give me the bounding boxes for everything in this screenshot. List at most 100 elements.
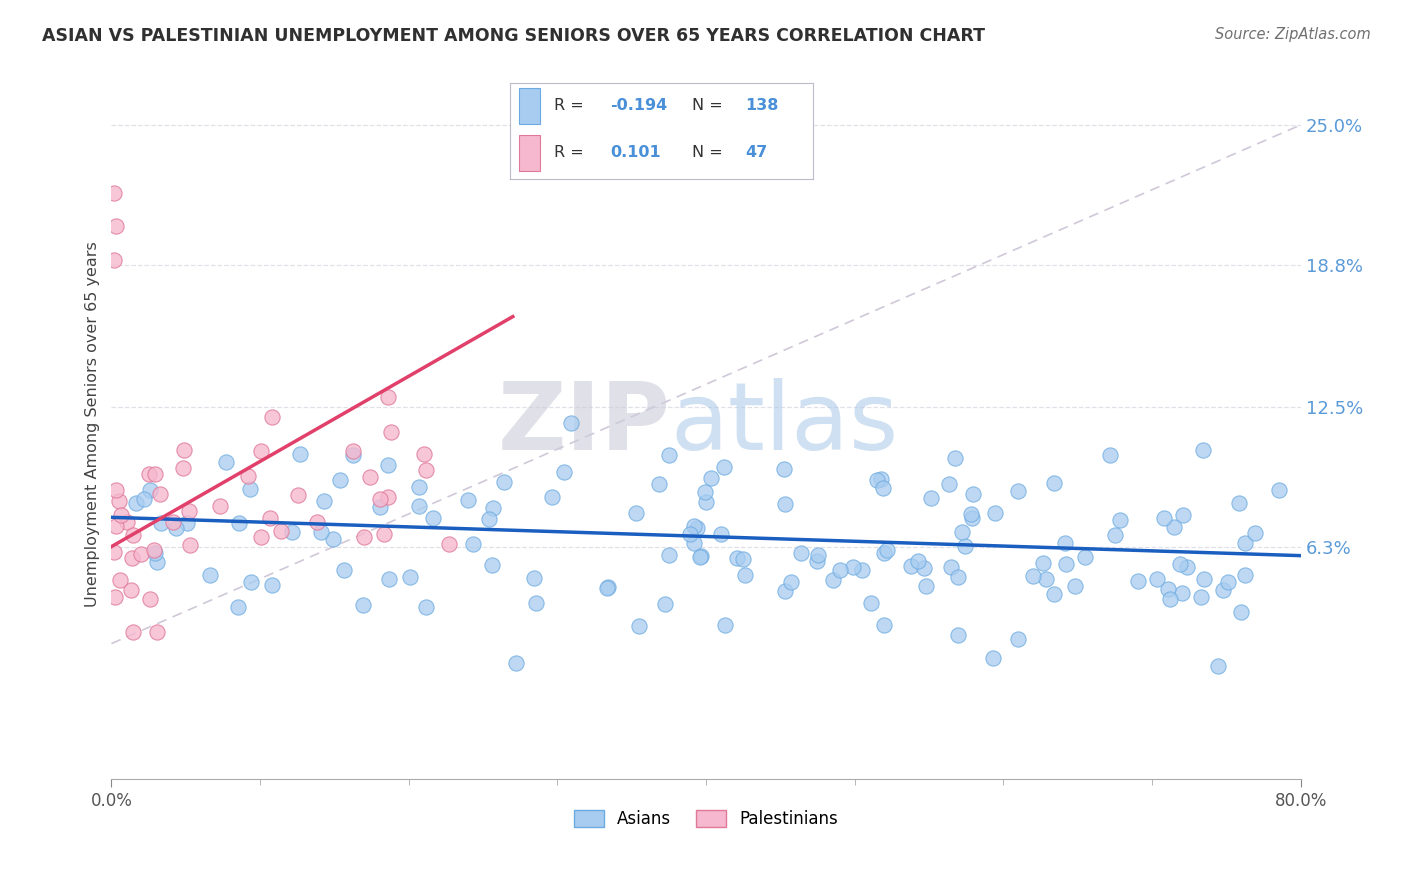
Point xyxy=(1126,574,1149,588)
Point xyxy=(179,538,201,552)
Point xyxy=(208,499,231,513)
Point xyxy=(679,527,702,541)
Point xyxy=(270,524,292,538)
Point xyxy=(914,579,936,593)
Point xyxy=(842,559,865,574)
Point xyxy=(773,461,796,475)
Point xyxy=(1043,475,1066,490)
Point xyxy=(689,549,711,563)
Point xyxy=(110,573,132,587)
Point xyxy=(1216,575,1239,590)
Point xyxy=(1159,592,1181,607)
Point xyxy=(377,390,399,404)
Point xyxy=(215,454,238,468)
Point xyxy=(415,463,437,477)
Text: Source: ZipAtlas.com: Source: ZipAtlas.com xyxy=(1215,27,1371,42)
Point xyxy=(1163,519,1185,533)
Point xyxy=(149,516,172,530)
Point xyxy=(290,447,312,461)
Point xyxy=(103,545,125,559)
Point xyxy=(353,531,375,545)
Point xyxy=(1032,556,1054,570)
Point xyxy=(689,550,711,565)
Point xyxy=(713,460,735,475)
Point xyxy=(103,253,125,268)
Point xyxy=(377,458,399,472)
Point xyxy=(1153,510,1175,524)
Point xyxy=(104,219,127,234)
Point xyxy=(775,497,797,511)
Point xyxy=(823,573,845,587)
Point xyxy=(307,515,329,529)
Point xyxy=(146,555,169,569)
Point xyxy=(228,516,250,531)
Point xyxy=(179,504,201,518)
Text: ZIP: ZIP xyxy=(498,377,671,470)
Point xyxy=(1054,557,1077,571)
Point xyxy=(139,591,162,606)
Point xyxy=(281,524,304,539)
Point xyxy=(138,467,160,482)
Point xyxy=(482,501,505,516)
Point xyxy=(162,516,184,530)
Point xyxy=(122,528,145,542)
Point xyxy=(239,482,262,496)
Text: ASIAN VS PALESTINIAN UNEMPLOYMENT AMONG SENIORS OVER 65 YEARS CORRELATION CHART: ASIAN VS PALESTINIAN UNEMPLOYMENT AMONG … xyxy=(42,27,986,45)
Point xyxy=(333,563,356,577)
Point xyxy=(1227,496,1250,510)
Point xyxy=(596,580,619,594)
Point xyxy=(524,596,547,610)
Point xyxy=(329,474,352,488)
Point xyxy=(342,448,364,462)
Point xyxy=(121,625,143,640)
Point xyxy=(1157,582,1180,596)
Point xyxy=(1007,484,1029,499)
Point xyxy=(287,488,309,502)
Point xyxy=(780,574,803,589)
Point xyxy=(962,511,984,525)
Point xyxy=(115,515,138,529)
Point xyxy=(1177,559,1199,574)
Point xyxy=(457,493,479,508)
Point xyxy=(1171,586,1194,600)
Point xyxy=(408,499,430,513)
Point xyxy=(959,507,981,521)
Point xyxy=(851,563,873,577)
Point xyxy=(1035,573,1057,587)
Point xyxy=(1042,587,1064,601)
Point xyxy=(946,570,969,584)
Point xyxy=(505,656,527,670)
Point xyxy=(523,571,546,585)
Point xyxy=(1244,525,1267,540)
Point xyxy=(1171,508,1194,522)
Point xyxy=(110,508,132,522)
Point xyxy=(685,521,707,535)
Point xyxy=(322,532,344,546)
Point xyxy=(1233,567,1256,582)
Point xyxy=(950,525,973,540)
Point xyxy=(259,511,281,525)
Point xyxy=(713,617,735,632)
Point xyxy=(368,492,391,507)
Point xyxy=(560,416,582,430)
Point xyxy=(143,546,166,560)
Point xyxy=(541,490,564,504)
Point xyxy=(373,527,395,541)
Point xyxy=(876,543,898,558)
Legend: Asians, Palestinians: Asians, Palestinians xyxy=(567,803,845,835)
Point xyxy=(955,539,977,553)
Point xyxy=(239,574,262,589)
Point xyxy=(148,487,170,501)
Point xyxy=(422,510,444,524)
Point xyxy=(142,543,165,558)
Point xyxy=(105,483,128,497)
Point xyxy=(492,475,515,490)
Point xyxy=(654,597,676,611)
Point xyxy=(1212,582,1234,597)
Point xyxy=(948,627,970,641)
Point xyxy=(807,548,830,562)
Point xyxy=(962,487,984,501)
Point xyxy=(1189,590,1212,604)
Point xyxy=(657,448,679,462)
Point xyxy=(173,461,195,475)
